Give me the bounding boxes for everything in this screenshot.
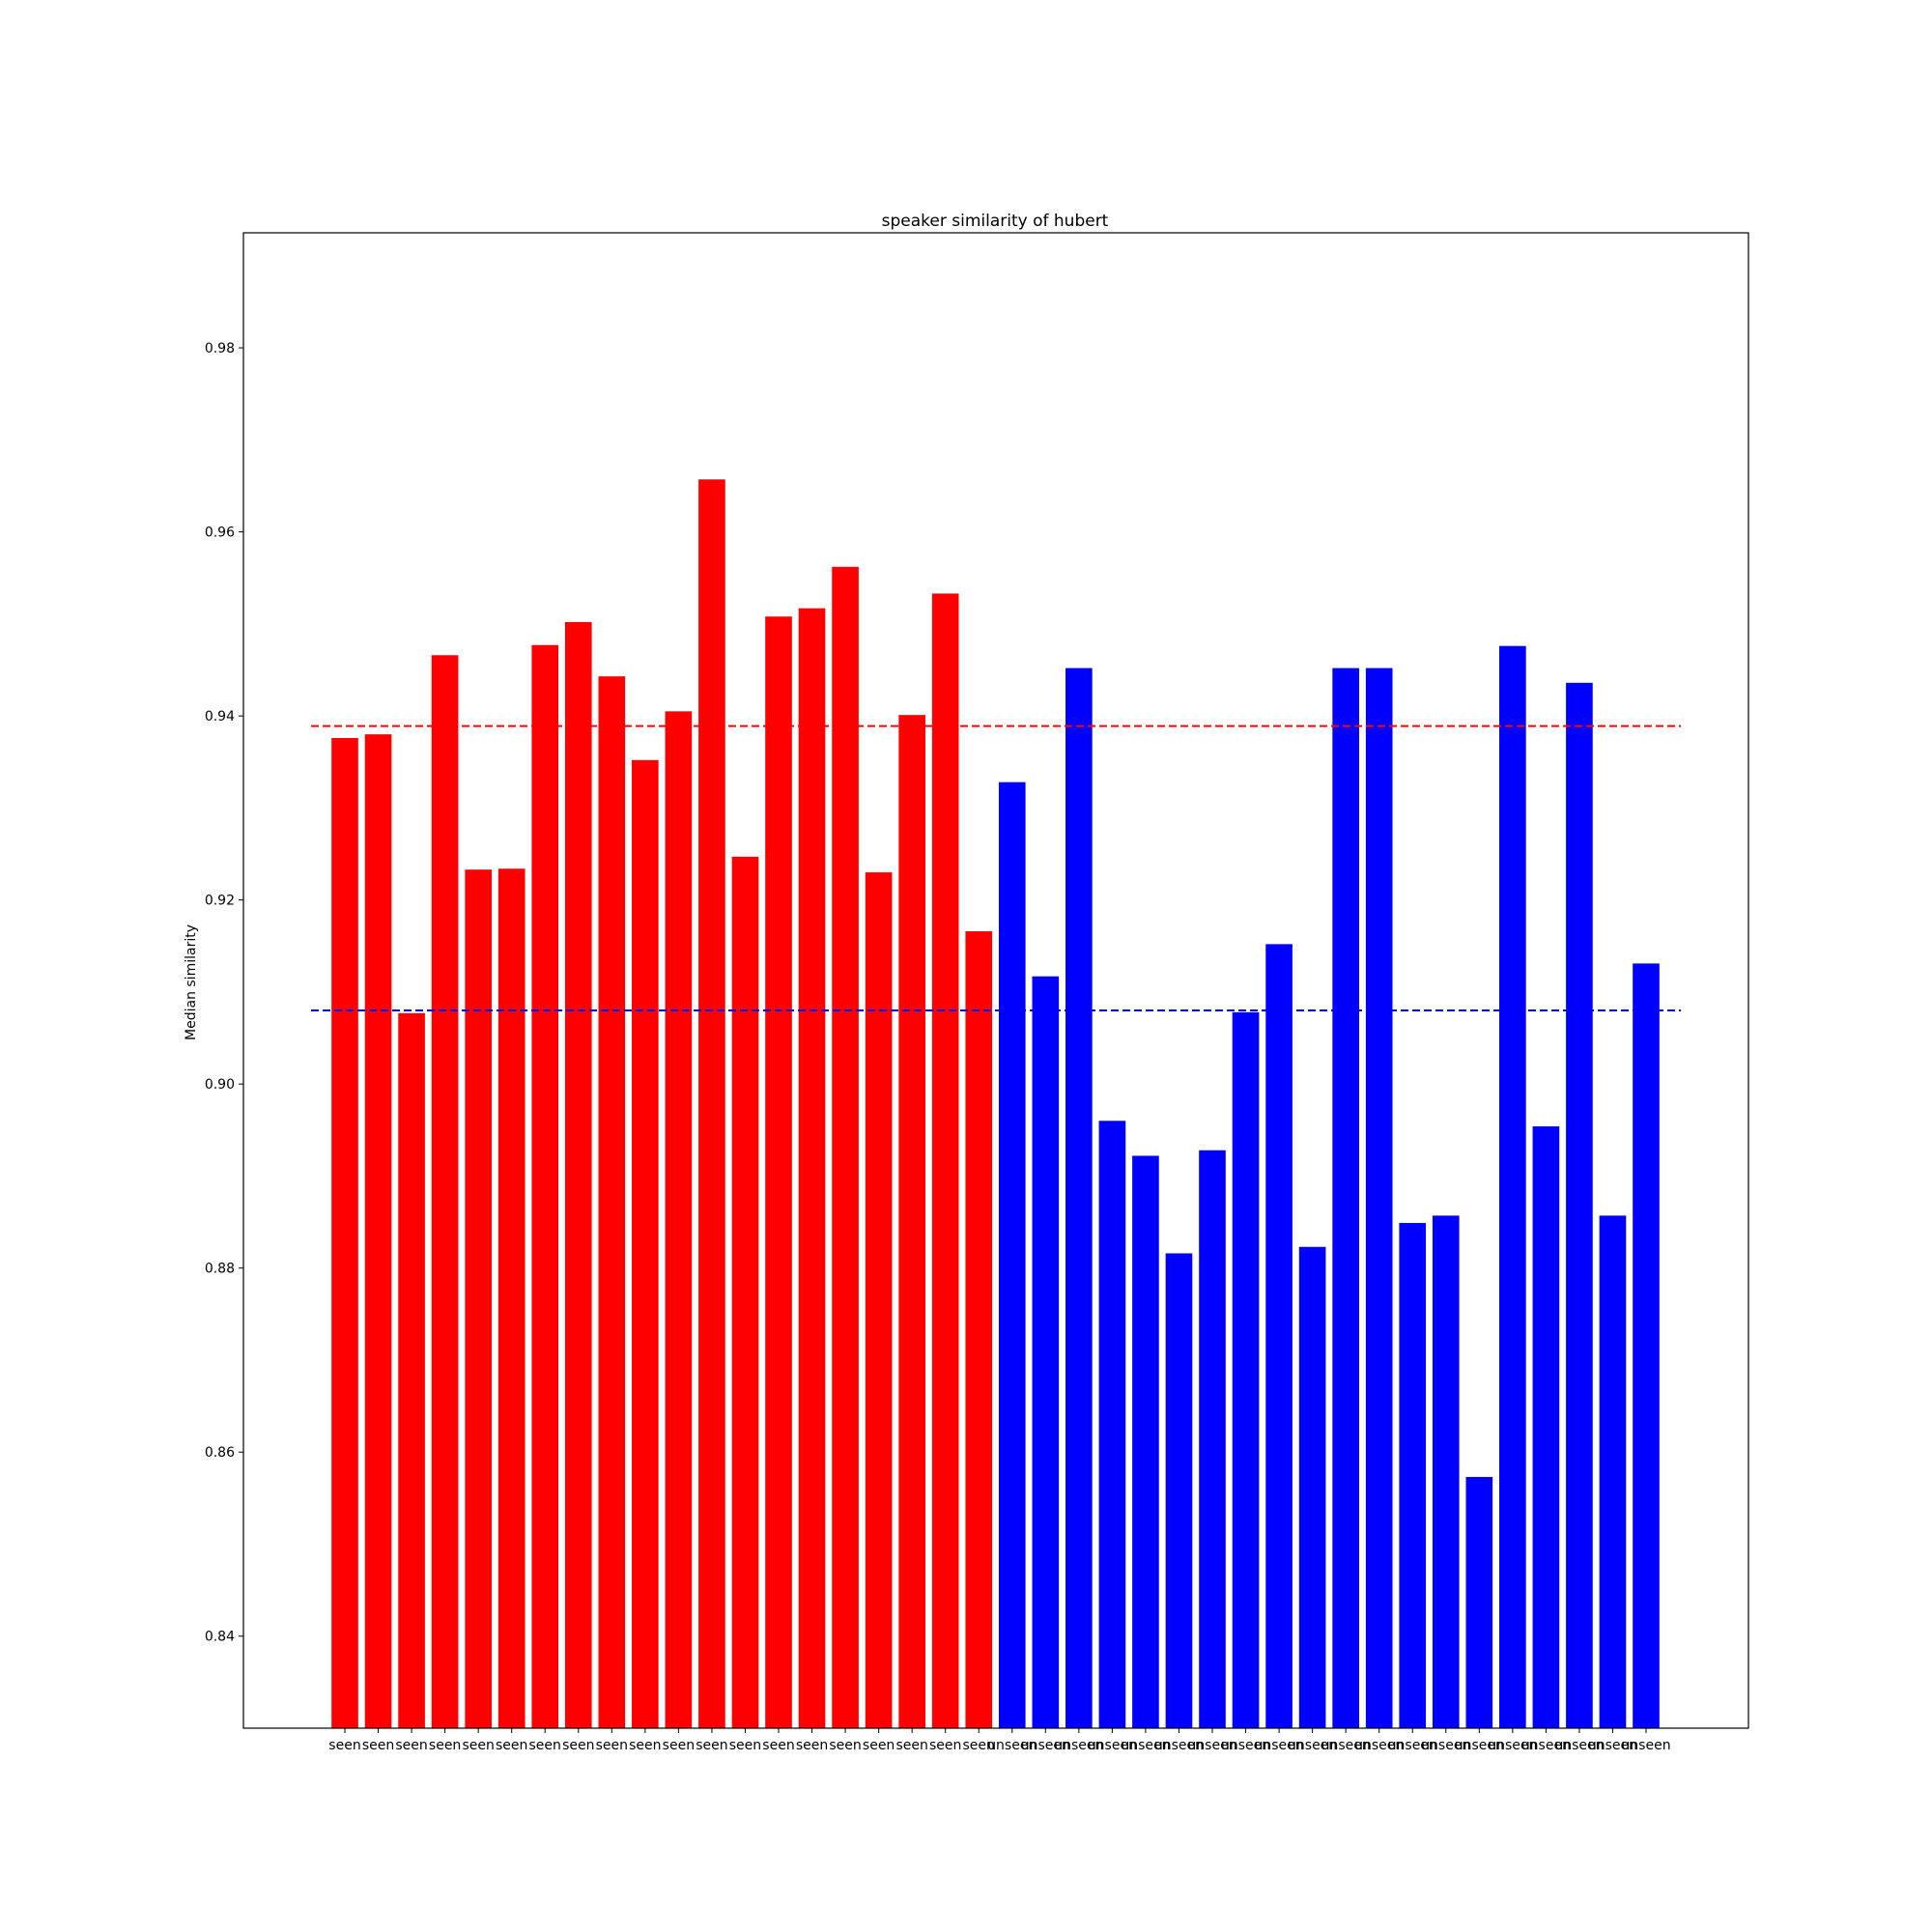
y-axis-ticks: 0.84 0.86 0.88 0.90 0.92 0.94 0.96 0.98	[205, 341, 243, 1645]
reference-lines-group	[311, 724, 1681, 1011]
x-tick-label: seen	[596, 1738, 628, 1753]
x-tick-label: unseen	[1521, 1738, 1571, 1753]
y-axis-label: Median similarity	[184, 924, 199, 1040]
bar-seen	[531, 644, 559, 1728]
bar-seen	[431, 655, 459, 1728]
x-tick-label: unseen	[1388, 1738, 1437, 1753]
bar-unseen	[1098, 1121, 1126, 1728]
bar-unseen	[1599, 1215, 1627, 1728]
y-tick-label: 0.84	[205, 1630, 235, 1645]
bar-seen	[632, 759, 659, 1728]
x-tick-label: seen	[829, 1738, 861, 1753]
x-tick-label: unseen	[1221, 1738, 1270, 1753]
x-tick-label: unseen	[1187, 1738, 1236, 1753]
y-tick-label: 0.94	[205, 709, 235, 724]
x-tick-label: unseen	[987, 1738, 1037, 1753]
y-tick-label: 0.92	[205, 894, 235, 909]
x-tick-label: seen	[429, 1738, 461, 1753]
y-tick-label: 0.96	[205, 526, 235, 541]
x-tick-label: unseen	[1321, 1738, 1371, 1753]
x-tick-label: seen	[362, 1738, 394, 1753]
bar-unseen	[1399, 1223, 1427, 1728]
x-tick-label: seen	[696, 1738, 727, 1753]
bar-unseen	[1199, 1150, 1226, 1728]
bar-unseen	[1032, 976, 1060, 1728]
x-tick-label: seen	[863, 1738, 895, 1753]
x-tick-label: unseen	[1288, 1738, 1337, 1753]
bar-seen	[965, 931, 993, 1728]
bar-seen	[698, 479, 725, 1729]
x-tick-label: unseen	[1088, 1738, 1137, 1753]
bar-seen	[331, 737, 358, 1728]
bar-unseen	[1566, 682, 1593, 1729]
bar-seen	[665, 711, 693, 1728]
x-tick-label: seen	[629, 1738, 661, 1753]
bar-seen	[798, 608, 826, 1729]
x-tick-label: seen	[895, 1738, 927, 1753]
bar-unseen	[1633, 963, 1660, 1728]
bar-unseen	[1432, 1215, 1460, 1728]
bar-unseen	[1465, 1476, 1493, 1728]
x-tick-label: seen	[496, 1738, 527, 1753]
bar-seen	[865, 872, 893, 1728]
bar-unseen	[1332, 668, 1359, 1728]
x-tick-label: seen	[562, 1738, 594, 1753]
y-tick-label: 0.98	[205, 341, 235, 356]
x-tick-label: seen	[462, 1738, 494, 1753]
bar-seen	[598, 676, 626, 1728]
y-tick-label: 0.88	[205, 1262, 235, 1277]
x-tick-label: unseen	[1455, 1738, 1504, 1753]
bar-unseen	[998, 781, 1026, 1728]
x-tick-label: seen	[729, 1738, 761, 1753]
bar-seen	[564, 621, 592, 1728]
x-tick-label: seen	[762, 1738, 794, 1753]
x-tick-label: unseen	[1354, 1738, 1404, 1753]
bar-seen	[898, 715, 925, 1729]
x-tick-label: unseen	[1021, 1738, 1070, 1753]
x-tick-label: unseen	[1554, 1738, 1604, 1753]
bars-group	[331, 479, 1660, 1729]
bar-unseen	[1232, 1011, 1260, 1728]
x-tick-label: unseen	[1054, 1738, 1103, 1753]
plot-frame	[242, 232, 1749, 1729]
x-tick-label: seen	[963, 1738, 995, 1753]
x-tick-label: seen	[663, 1738, 695, 1753]
bar-unseen	[1532, 1125, 1560, 1728]
bar-seen	[931, 593, 959, 1728]
bar-unseen	[1065, 668, 1093, 1728]
x-tick-label: seen	[328, 1738, 360, 1753]
x-axis-ticks: seen seen seen seen seen seen seen seen seen seen…	[328, 1728, 1671, 1753]
x-tick-label: seen	[395, 1738, 427, 1753]
x-tick-label: unseen	[1488, 1738, 1537, 1753]
bar-unseen	[1165, 1253, 1193, 1728]
bar-seen	[497, 868, 526, 1728]
x-tick-label: seen	[929, 1738, 961, 1753]
x-tick-label: seen	[529, 1738, 561, 1753]
bar-seen	[832, 566, 859, 1729]
bar-unseen	[1499, 645, 1526, 1728]
bar-unseen	[1365, 668, 1393, 1728]
x-tick-label: unseen	[1121, 1738, 1170, 1753]
bar-unseen	[1298, 1246, 1326, 1728]
bar-seen	[364, 734, 392, 1728]
x-tick-label: unseen	[1621, 1738, 1670, 1753]
x-tick-label: unseen	[1588, 1738, 1637, 1753]
bar-seen	[765, 616, 792, 1728]
bar-seen	[465, 869, 492, 1728]
bar-seen	[731, 856, 759, 1728]
bar-unseen	[1265, 944, 1293, 1728]
bar-unseen	[1132, 1155, 1159, 1728]
bar-seen	[398, 1012, 425, 1728]
x-tick-label: unseen	[1255, 1738, 1304, 1753]
x-tick-label: seen	[796, 1738, 828, 1753]
chart-title: speaker similarity of hubert	[882, 212, 1109, 231]
x-tick-label: unseen	[1154, 1738, 1204, 1753]
y-tick-label: 0.90	[205, 1077, 235, 1093]
y-tick-label: 0.86	[205, 1445, 235, 1461]
x-tick-label: unseen	[1421, 1738, 1470, 1753]
